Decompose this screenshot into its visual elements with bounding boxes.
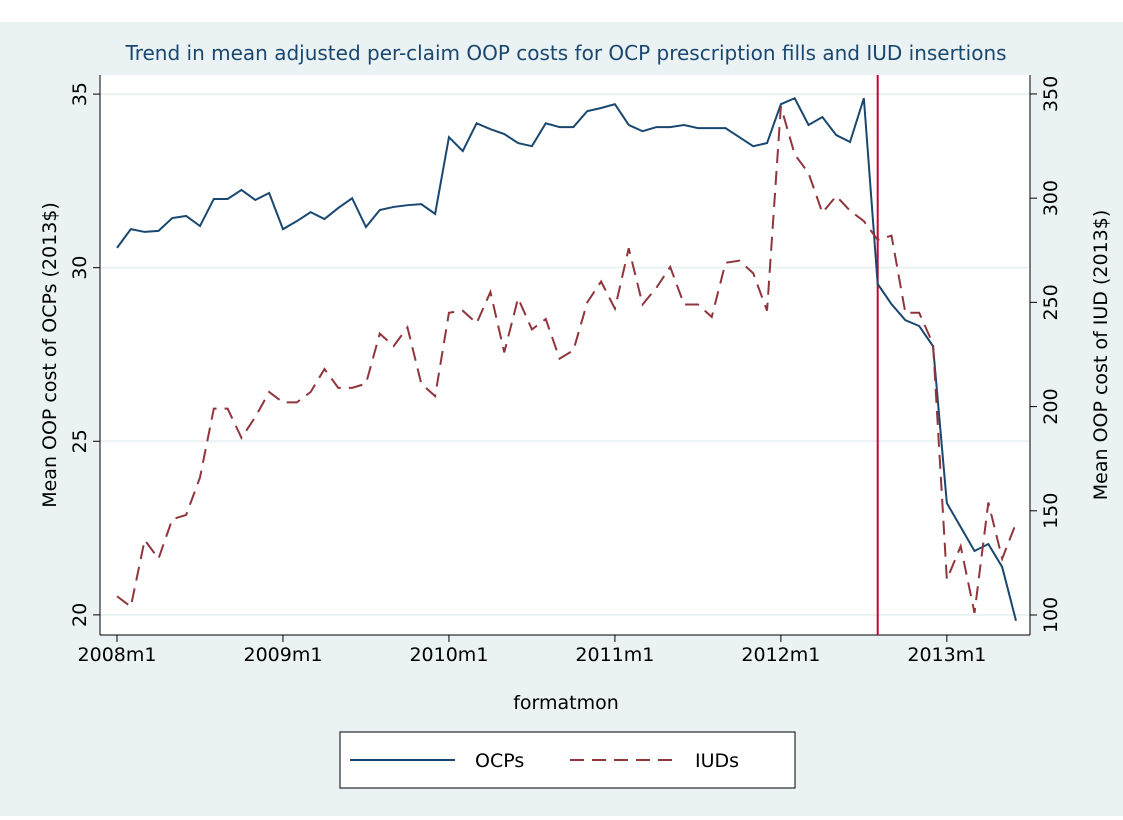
chart-title: Trend in mean adjusted per-claim OOP cos… [124,41,1006,65]
y2-tick-label: 250 [1040,284,1062,320]
y-axis-title: Mean OOP cost of OCPs (2013$) [39,202,61,508]
y2-tick-label: 300 [1040,180,1062,216]
series-line [116,96,1017,622]
y2-axis-title: Mean OOP cost of IUD (2013$) [1090,210,1112,500]
x-tick-label: 2012m1 [741,644,820,666]
y-tick-label: 30 [69,256,91,280]
y2-tick-label: 100 [1040,597,1062,633]
y2-tick-label: 200 [1040,388,1062,424]
x-tick-label: 2008m1 [78,644,157,666]
y-tick-label: 25 [69,429,91,453]
x-tick-label: 2011m1 [575,644,654,666]
x-axis-title: formatmon [513,692,619,714]
x-tick-label: 2009m1 [243,644,322,666]
y2-tick-label: 350 [1040,76,1062,112]
y-tick-label: 20 [69,603,91,627]
legend-label: IUDs [695,750,739,772]
x-tick-label: 2013m1 [907,644,986,666]
series-line [116,106,1017,614]
x-tick-label: 2010m1 [409,644,488,666]
y2-tick-label: 150 [1040,493,1062,529]
legend-label: OCPs [475,750,524,772]
y-tick-label: 35 [69,82,91,106]
